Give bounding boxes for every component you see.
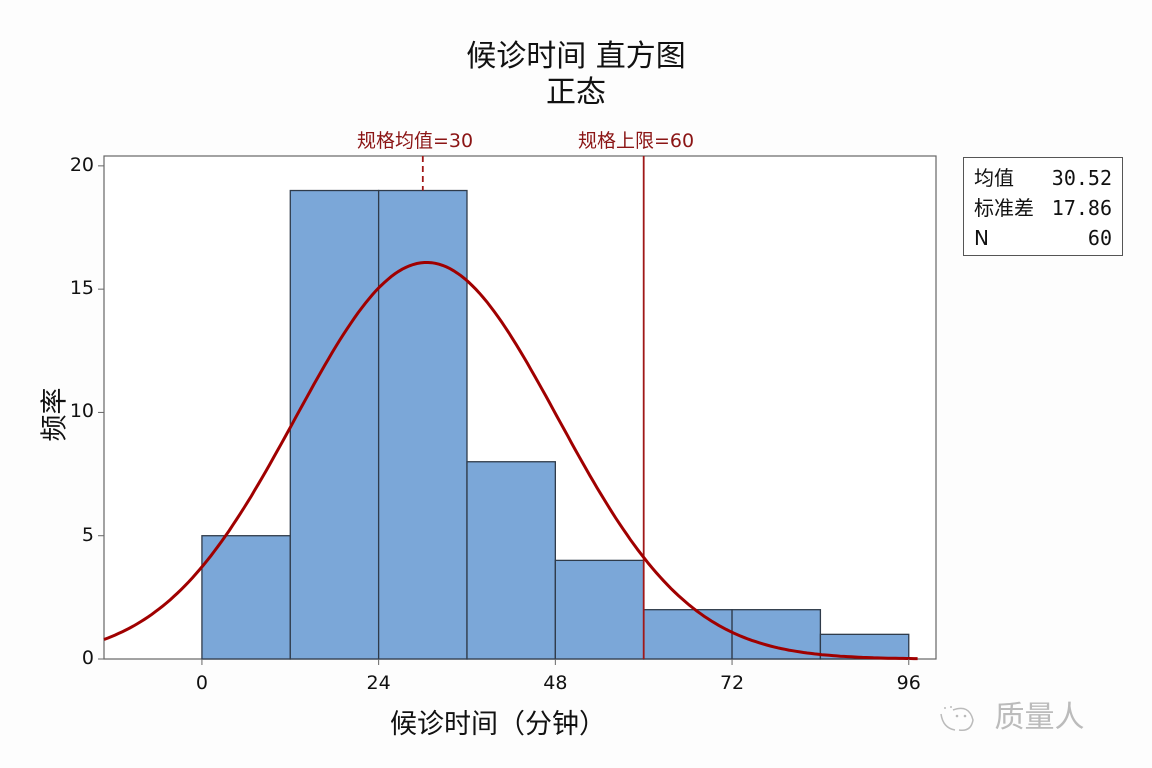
histogram-bar: [466, 461, 556, 660]
stat-value: 30.52: [1051, 166, 1112, 190]
y-tick-label: 10: [69, 400, 94, 423]
stats-box: 均值 30.52 标准差 17.86 N 60: [963, 157, 1123, 256]
stat-key: 标准差: [974, 196, 1034, 220]
x-tick-label: 96: [896, 672, 921, 694]
stat-key: N: [974, 226, 989, 250]
chart-title: 候诊时间 直方图: [466, 39, 686, 74]
histogram-bar: [377, 189, 468, 660]
wechat-logo-icon: [940, 705, 974, 731]
watermark: 质量人: [935, 692, 1085, 736]
x-tick-label: 72: [719, 672, 745, 694]
chart-subtitle: 正态: [546, 75, 606, 110]
spec-upper-limit-label: 规格上限=60: [577, 130, 695, 152]
y-tick-label: 0: [81, 647, 94, 669]
x-tick-label: 24: [366, 672, 391, 694]
histogram-bar: [643, 609, 733, 660]
x-tick-label: 0: [195, 672, 208, 694]
y-tick-label: 20: [69, 153, 94, 176]
stat-key: 均值: [974, 166, 1014, 190]
stat-row-mean: 均值 30.52: [974, 163, 1112, 193]
x-axis-label: 候诊时间（分钟）: [390, 709, 606, 740]
watermark-text: 质量人: [994, 700, 1085, 735]
histogram-bar: [289, 189, 380, 660]
y-tick-label: 5: [81, 523, 94, 546]
stat-value: 17.86: [1051, 196, 1112, 220]
stat-row-stdev: 标准差 17.86: [974, 193, 1112, 223]
stat-row-n: N 60: [974, 223, 1112, 253]
y-axis-label: 频率: [39, 387, 71, 442]
y-tick-label: 15: [69, 277, 94, 300]
spec-mean-label: 规格均值=30: [356, 130, 474, 152]
x-tick-label: 48: [543, 672, 568, 694]
histogram-bar: [201, 535, 291, 660]
stat-value: 60: [1087, 226, 1112, 250]
normal-fit-curve: [103, 261, 918, 661]
histogram-bar: [731, 609, 822, 660]
histogram-bar: [554, 559, 645, 660]
